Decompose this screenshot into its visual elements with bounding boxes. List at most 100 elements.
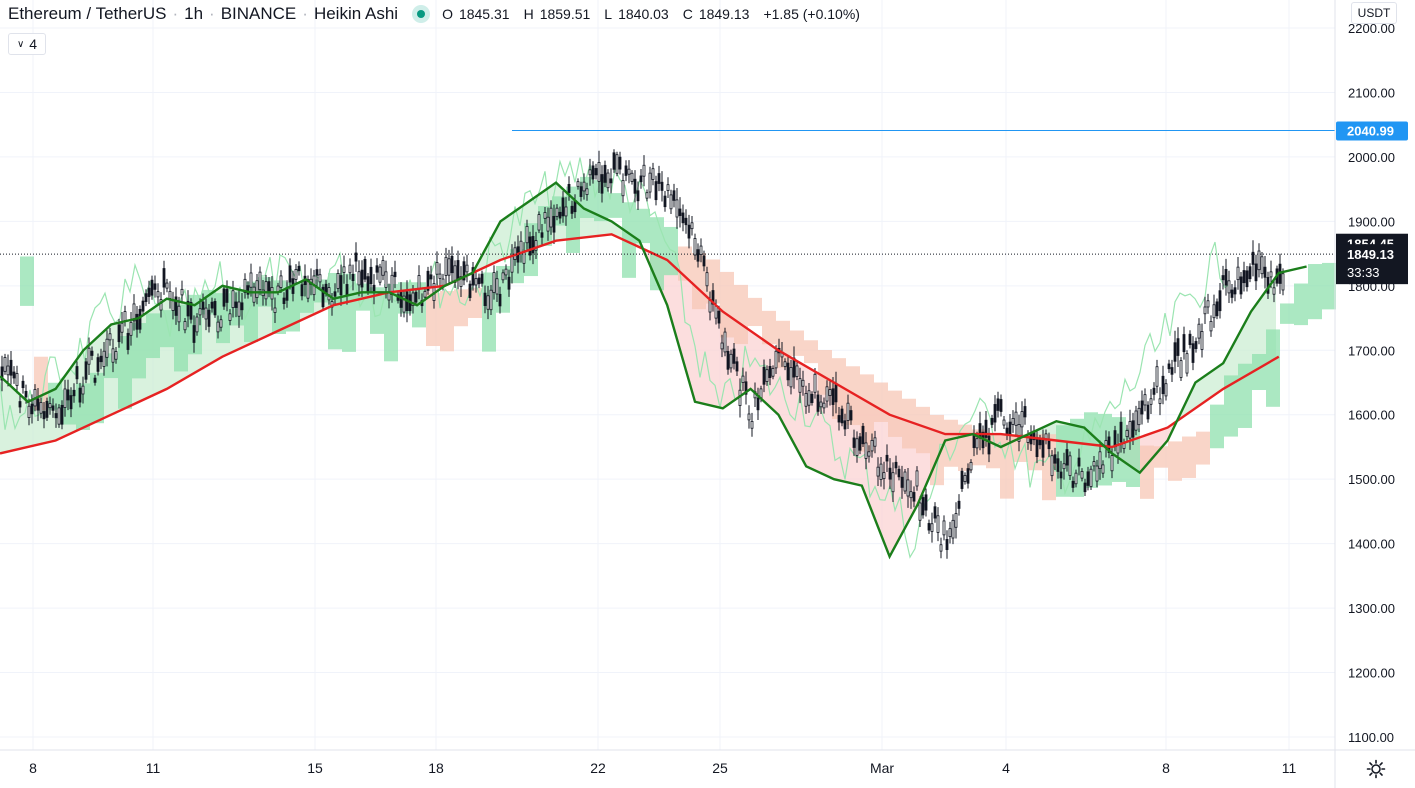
candle-body <box>18 401 22 408</box>
candle-body <box>282 297 286 304</box>
candle-body <box>105 338 109 358</box>
candle-body <box>669 194 673 210</box>
candle-body <box>1020 411 1024 428</box>
candle-body <box>369 266 373 285</box>
candle-body <box>597 162 601 182</box>
candle-body <box>1002 419 1006 426</box>
candle-body <box>489 289 493 311</box>
currency-button[interactable]: USDT <box>1351 2 1397 24</box>
candle-body <box>288 265 292 283</box>
candle-body <box>120 322 124 333</box>
candle-body <box>336 273 340 289</box>
candle-body <box>1203 306 1207 315</box>
candle-body <box>795 365 799 377</box>
candle-body <box>180 288 184 296</box>
candle-body <box>321 286 325 308</box>
candle-body <box>51 405 55 411</box>
candle-body <box>1074 472 1078 485</box>
candle-body <box>801 379 805 387</box>
candle-body <box>765 369 769 382</box>
candle-body <box>987 435 991 455</box>
candle-body <box>1014 411 1018 426</box>
cloud-block <box>468 287 482 318</box>
cloud-block <box>874 382 888 422</box>
candle-body <box>843 420 847 430</box>
candle-body <box>606 172 610 189</box>
candle-body <box>531 236 535 254</box>
candle-body <box>621 180 625 197</box>
candle-body <box>1230 289 1234 298</box>
candle-body <box>357 271 361 286</box>
candle-body <box>600 174 604 194</box>
candle-body <box>324 283 328 293</box>
low-value: 1840.03 <box>618 6 669 22</box>
time-tick-label: 22 <box>590 760 606 776</box>
open-label: O <box>442 6 453 22</box>
candle-body <box>1062 463 1066 470</box>
separator-dot: · <box>172 4 179 23</box>
indicators-toggle-button[interactable]: ∨ 4 <box>8 33 46 55</box>
candle-body <box>672 190 676 201</box>
candle-body <box>1155 366 1159 387</box>
cloud-block <box>1238 363 1252 428</box>
price-tick-label: 1200.00 <box>1348 666 1395 681</box>
time-tick-label: Mar <box>870 760 894 776</box>
candle-body <box>564 206 568 217</box>
candle-body <box>951 519 955 539</box>
candle-body <box>465 264 469 273</box>
candle-body <box>903 471 907 492</box>
cloud-block <box>426 293 440 347</box>
market-status-icon[interactable] <box>412 5 431 23</box>
candle-body <box>786 362 790 381</box>
candle-body <box>1131 420 1135 438</box>
candle-body <box>858 436 862 451</box>
cloud-block <box>20 256 34 306</box>
candle-body <box>1194 341 1198 350</box>
candle-body <box>471 267 475 286</box>
candle-body <box>534 240 538 251</box>
cloud-block <box>160 310 174 348</box>
candle-body <box>1254 263 1258 282</box>
time-tick-label: 15 <box>307 760 323 776</box>
cloud-block <box>286 282 300 332</box>
candle-body <box>1170 367 1174 375</box>
time-tick-label: 18 <box>428 760 444 776</box>
candle-body <box>1263 266 1267 278</box>
candle-body <box>144 293 148 302</box>
candle-body <box>156 291 160 298</box>
cloud-block <box>748 297 762 327</box>
chart-style-label[interactable]: Heikin Ashi <box>313 4 399 23</box>
candle-body <box>108 333 112 341</box>
candle-body <box>771 368 775 377</box>
candle-body <box>831 388 835 405</box>
candle-body <box>1050 455 1054 477</box>
candle-body <box>42 411 46 420</box>
candle-body <box>1140 400 1144 415</box>
open-value: 1845.31 <box>458 6 510 22</box>
last-price-tag <box>1336 244 1408 285</box>
candle-body <box>117 324 121 343</box>
candle-body <box>21 380 25 389</box>
candle-body <box>1167 363 1171 370</box>
candle-body <box>993 404 997 423</box>
candle-body <box>45 400 49 418</box>
candle-body <box>873 437 877 447</box>
candle-body <box>834 382 838 403</box>
settings-button[interactable] <box>1364 757 1388 781</box>
cloud-block <box>1266 329 1280 407</box>
candle-body <box>279 275 283 288</box>
candle-body <box>1248 266 1252 280</box>
interval-label[interactable]: 1h <box>184 4 204 23</box>
candle-body <box>585 188 589 196</box>
high-value: 1859.51 <box>539 6 591 22</box>
symbol-name[interactable]: Ethereum / TetherUS <box>8 4 167 23</box>
candle-body <box>186 300 190 317</box>
candle-body <box>714 305 718 319</box>
candle-body <box>510 255 514 273</box>
candle-body <box>729 353 733 369</box>
candle-body <box>492 272 496 293</box>
candle-body <box>255 280 259 298</box>
candle-body <box>969 462 973 471</box>
candle-body <box>300 284 304 297</box>
